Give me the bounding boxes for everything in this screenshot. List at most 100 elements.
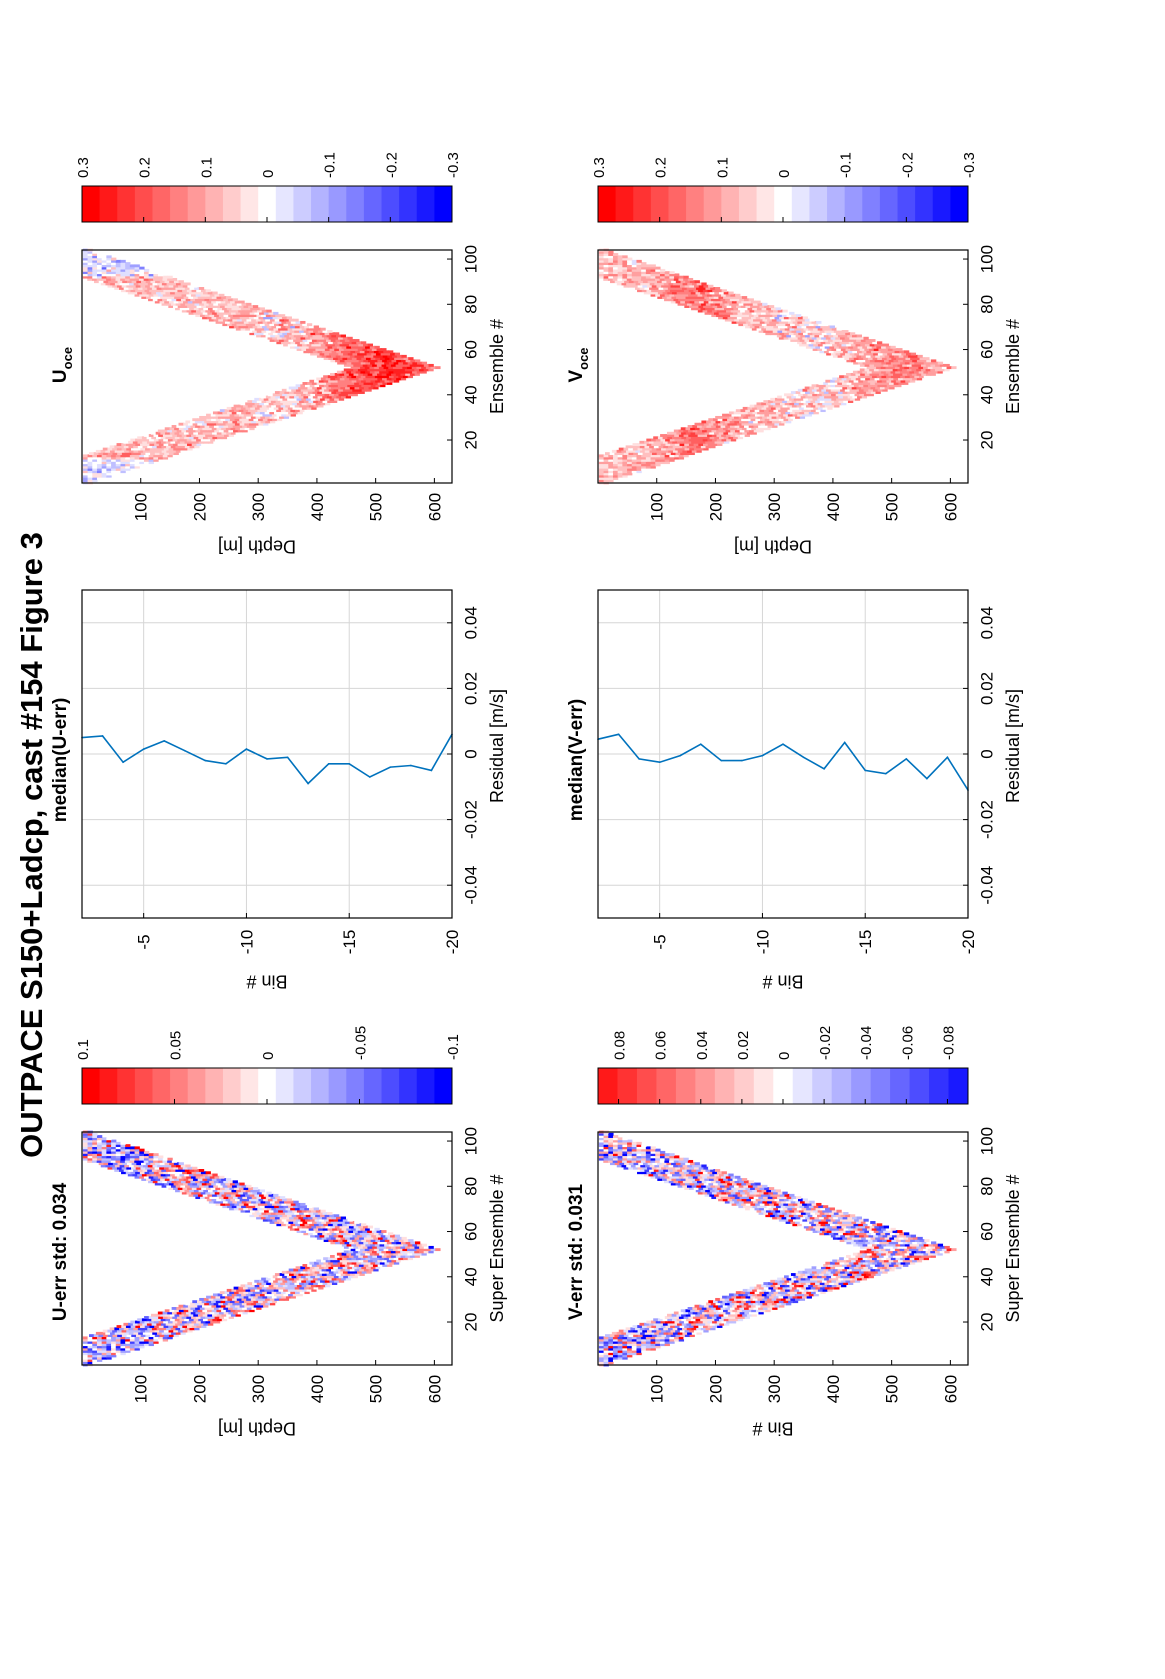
heatmap-cell [209,1180,215,1184]
heatmap-cell [744,1311,750,1315]
heatmap-cell [111,1336,117,1340]
heatmap-cell [186,1316,192,1319]
heatmap-cell [280,1291,287,1295]
heatmap-cell [384,379,390,383]
heatmap-cell [257,1207,263,1211]
heatmap-cell [101,1336,107,1340]
heatmap-cell [171,1311,178,1315]
heatmap-cell [274,323,280,327]
heatmap-cell [129,463,136,467]
heatmap-cell [179,1322,186,1326]
heatmap-cell [918,1252,924,1256]
plot-title: median(U-err) [50,698,71,823]
heatmap-cell [180,1164,186,1168]
heatmap-cell [816,1218,822,1222]
heatmap-cell [303,1212,309,1215]
heatmap-cell [884,1268,890,1272]
heatmap-cell [366,384,372,388]
heatmap-cell [143,461,150,465]
heatmap-cell [296,1284,303,1288]
heatmap-cell [153,434,159,437]
heatmap-cell [350,1248,356,1252]
heatmap-cell [749,1286,755,1290]
heatmap-cell [871,1252,878,1256]
heatmap-cell [205,1316,211,1319]
heatmap-cell [144,1320,150,1324]
heatmap-cell [822,1209,828,1213]
heatmap-cell [340,1268,346,1272]
heatmap-cell [692,1316,699,1319]
y-tick-label: -15 [340,930,359,955]
heatmap-cell [598,1354,605,1358]
heatmap-cell [229,320,235,324]
heatmap-cell [748,1307,755,1310]
heatmap-cell [101,275,107,279]
heatmap-cell [344,1264,351,1267]
heatmap-cell [111,456,117,460]
heatmap-cell [821,1218,827,1222]
heatmap-cell [864,1225,871,1229]
heatmap-cell [894,1232,900,1236]
heatmap-cell [219,1316,225,1319]
heatmap-cell [340,1273,347,1276]
heatmap-cell [902,1250,908,1254]
heatmap-cell [258,1300,264,1304]
heatmap-cell [120,1155,126,1159]
heatmap-cell [617,1336,623,1340]
heatmap-cell [375,352,382,356]
heatmap-cell [421,370,427,374]
heatmap-cell [312,334,318,338]
heatmap-cell [814,1216,820,1220]
heatmap-cell [179,1173,185,1177]
heatmap-cell [111,257,117,261]
heatmap-cell [238,409,244,413]
heatmap-cell [397,1248,403,1252]
heatmap-cell [867,1266,874,1270]
heatmap-cell [143,273,150,277]
heatmap-cell [239,1198,245,1202]
heatmap-cell [732,1193,739,1197]
heatmap-cell [101,1137,107,1141]
heatmap-cell [872,1266,878,1270]
colorbar-tick-label: 0 [260,1052,277,1060]
heatmap-cell [900,1243,906,1247]
heatmap-cell [333,1234,339,1238]
heatmap-cell [787,1295,794,1299]
heatmap-cell [353,1230,359,1233]
heatmap-cell [242,1196,248,1200]
heatmap-cell [306,402,312,406]
heatmap-cell [87,479,93,483]
heatmap-cell [288,386,295,390]
heatmap-cell [786,1212,793,1215]
heatmap-cell [219,1291,226,1295]
heatmap-cell [256,425,262,428]
heatmap-cell [241,318,248,322]
heatmap-cell [798,1214,804,1218]
heatmap-cell [259,1284,265,1288]
heatmap-cell [222,420,229,424]
heatmap-cell [189,445,195,449]
heatmap-cell [211,1182,217,1186]
heatmap-cell [861,1236,867,1240]
heatmap-cell [721,1316,727,1319]
heatmap-cell [340,339,346,342]
heatmap-cell [664,1340,670,1344]
heatmap-cell [377,354,384,358]
heatmap-cell [333,352,339,356]
heatmap-cell [746,1313,753,1317]
figure-title: OUTPACE S150+Ladcp, cast #154 Figure 3 [14,532,49,1158]
heatmap-cell [627,1352,633,1356]
heatmap-cell [738,1205,744,1209]
heatmap-cell [182,447,188,451]
y-tick-label: 200 [190,493,209,521]
heatmap-cell [121,1325,127,1328]
heatmap-cell [923,1257,930,1261]
heatmap-cell [198,1318,204,1322]
heatmap-cell [355,350,361,354]
heatmap-cell [352,388,358,392]
heatmap-cell [310,1270,316,1274]
heatmap-cell [598,1352,605,1356]
heatmap-cell [269,1221,275,1224]
heatmap-cell [234,1300,240,1304]
heatmap-cell [246,1297,252,1301]
